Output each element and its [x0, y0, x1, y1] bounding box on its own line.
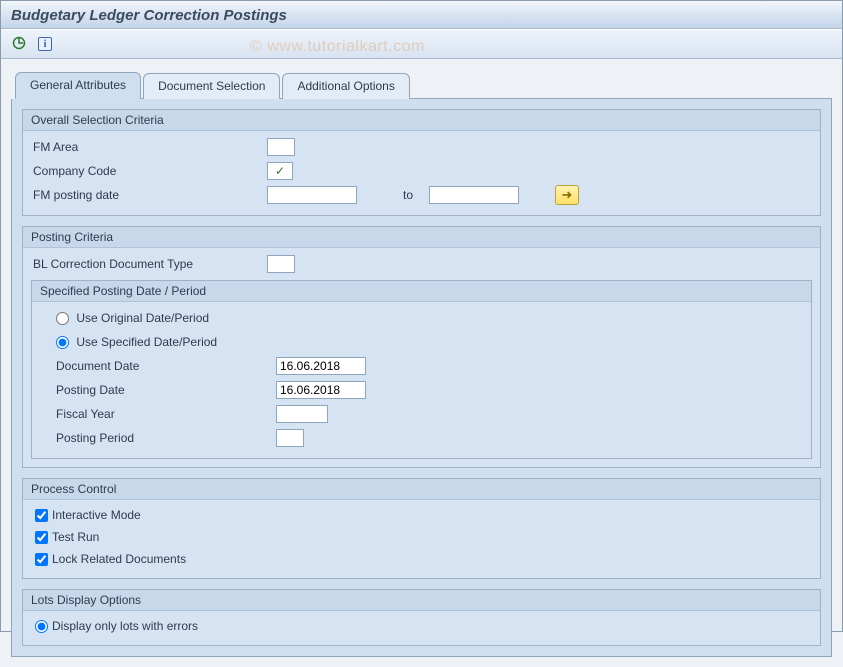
subgroup-specified-date: Specified Posting Date / Period Use Orig…	[31, 280, 812, 459]
title-bar: Budgetary Ledger Correction Postings	[1, 1, 842, 29]
posting-date-input[interactable]	[276, 381, 366, 399]
group-posting-criteria: Posting Criteria BL Correction Document …	[22, 226, 821, 468]
tab-additional-options[interactable]: Additional Options	[282, 73, 409, 99]
chk-interactive-mode-label: Interactive Mode	[52, 508, 141, 522]
fm-posting-date-from-input[interactable]	[267, 186, 357, 204]
radio-lots-errors[interactable]	[35, 620, 48, 633]
arrow-right-icon: ➜	[562, 187, 573, 203]
document-date-input[interactable]	[276, 357, 366, 375]
tabstrip: General Attributes Document Selection Ad…	[15, 71, 832, 99]
tab-document-selection[interactable]: Document Selection	[143, 73, 280, 99]
radio-original-label[interactable]: Use Original Date/Period	[40, 311, 270, 325]
radio-use-specified-text: Use Specified Date/Period	[76, 335, 217, 349]
chk-lock-related[interactable]	[35, 553, 48, 566]
group-overall-legend: Overall Selection Criteria	[23, 110, 820, 131]
radio-use-original[interactable]	[56, 312, 69, 325]
posting-date-label: Posting Date	[40, 383, 270, 397]
info-button[interactable]: i	[35, 34, 55, 54]
tab-general-attributes[interactable]: General Attributes	[15, 72, 141, 99]
group-lots-display: Lots Display Options Display only lots w…	[22, 589, 821, 646]
subgroup-specified-date-legend: Specified Posting Date / Period	[32, 281, 811, 302]
fiscal-year-label: Fiscal Year	[40, 407, 270, 421]
fm-posting-date-label: FM posting date	[31, 188, 261, 202]
group-lots-legend: Lots Display Options	[23, 590, 820, 611]
toolbar: i	[1, 29, 842, 59]
fm-area-input[interactable]	[267, 138, 295, 156]
radio-lots-errors-label: Display only lots with errors	[52, 619, 198, 633]
content: General Attributes Document Selection Ad…	[1, 59, 842, 667]
chk-lock-related-label: Lock Related Documents	[52, 552, 186, 566]
tab-body: Overall Selection Criteria FM Area Compa…	[11, 99, 832, 657]
document-date-label: Document Date	[40, 359, 270, 373]
posting-period-label: Posting Period	[40, 431, 270, 445]
execute-button[interactable]	[9, 34, 29, 54]
fm-area-label: FM Area	[31, 140, 261, 154]
chk-test-run[interactable]	[35, 531, 48, 544]
radio-use-specified[interactable]	[56, 336, 69, 349]
group-overall-selection: Overall Selection Criteria FM Area Compa…	[22, 109, 821, 216]
multiple-selection-button[interactable]: ➜	[555, 185, 579, 205]
group-process-legend: Process Control	[23, 479, 820, 500]
company-code-hint[interactable]: ✓	[267, 162, 293, 180]
page-title: Budgetary Ledger Correction Postings	[11, 7, 832, 24]
chk-interactive-mode[interactable]	[35, 509, 48, 522]
group-process-control: Process Control Interactive Mode Test Ru…	[22, 478, 821, 579]
radio-use-original-text: Use Original Date/Period	[76, 311, 209, 325]
to-label: to	[393, 188, 423, 202]
bl-doc-type-input[interactable]	[267, 255, 295, 273]
posting-period-input	[276, 429, 304, 447]
radio-specified-label[interactable]: Use Specified Date/Period	[40, 335, 270, 349]
bl-doc-type-label: BL Correction Document Type	[31, 257, 261, 271]
company-code-label: Company Code	[31, 164, 261, 178]
chk-test-run-label: Test Run	[52, 530, 99, 544]
fiscal-year-input	[276, 405, 328, 423]
group-posting-legend: Posting Criteria	[23, 227, 820, 248]
info-icon: i	[38, 37, 52, 51]
execute-icon	[12, 36, 26, 53]
fm-posting-date-to-input[interactable]	[429, 186, 519, 204]
